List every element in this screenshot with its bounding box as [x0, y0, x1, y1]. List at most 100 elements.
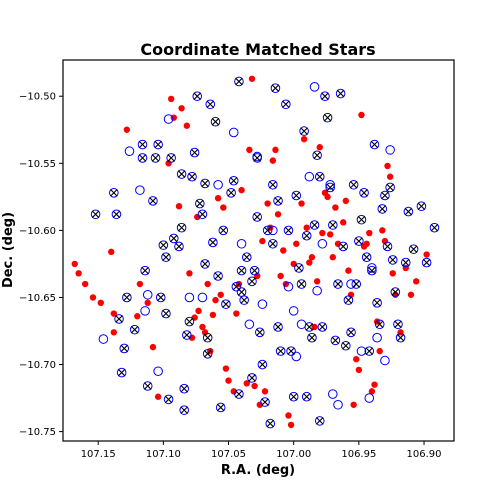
- red-star-point: [209, 311, 217, 319]
- matched-star-point: [273, 196, 283, 206]
- matched-star-point: [322, 112, 333, 123]
- x-axis-label: R.A. (deg): [221, 463, 295, 478]
- matched-star-point: [356, 214, 367, 225]
- red-star-point: [195, 307, 202, 315]
- matched-star-point: [119, 343, 130, 354]
- matched-star-point: [408, 244, 419, 254]
- blue-star-point: [228, 127, 239, 138]
- red-star-point: [269, 157, 277, 164]
- matched-star-point: [281, 99, 291, 110]
- matched-star-point: [270, 83, 281, 93]
- red-star-point: [251, 382, 258, 390]
- matched-star-point: [351, 279, 362, 289]
- red-star-point: [371, 381, 378, 388]
- matched-star-point: [390, 287, 401, 297]
- matched-star-point: [359, 188, 369, 198]
- matched-star-point: [385, 182, 395, 193]
- matched-star-point: [252, 212, 262, 222]
- y-tick-label: −10.60: [19, 226, 56, 237]
- red-star-point: [353, 355, 360, 363]
- x-tick-label: 107.05: [211, 449, 246, 460]
- blue-star-point: [385, 145, 395, 155]
- blue-star-point: [325, 179, 335, 190]
- blue-star-point: [364, 393, 375, 403]
- blue-star-point: [291, 351, 302, 362]
- red-star-point: [230, 388, 237, 395]
- matched-star-point: [205, 99, 216, 110]
- red-star-point: [81, 280, 89, 288]
- blue-star-point: [317, 238, 328, 249]
- red-star-point: [225, 377, 232, 384]
- matched-star-point: [192, 91, 203, 102]
- blue-star-point: [257, 299, 268, 309]
- red-star-point: [238, 186, 245, 194]
- matched-star-point: [377, 204, 388, 214]
- y-tick-label: −10.55: [19, 159, 56, 170]
- matched-star-point: [179, 383, 190, 394]
- blue-star-point: [268, 225, 278, 236]
- blue-star-point: [312, 285, 322, 296]
- matched-star-point: [234, 389, 244, 399]
- matched-star-point: [161, 252, 171, 263]
- red-star-point: [277, 272, 284, 280]
- red-star-point: [204, 280, 211, 288]
- matched-star-point: [122, 292, 132, 303]
- matched-star-point: [380, 190, 390, 201]
- red-star-point: [217, 291, 224, 298]
- red-star-point: [355, 366, 363, 374]
- matched-star-point: [255, 327, 265, 338]
- matched-star-point: [307, 332, 317, 343]
- y-tick-label: −10.70: [19, 360, 56, 371]
- matched-star-point: [142, 381, 153, 391]
- blue-star-point: [372, 332, 382, 343]
- red-star-point: [384, 162, 391, 170]
- red-star-point: [108, 248, 115, 256]
- blue-star-point: [197, 292, 208, 303]
- matched-star-point: [403, 206, 414, 217]
- matched-star-point: [361, 252, 372, 263]
- red-star-point: [175, 203, 183, 210]
- matched-star-point: [210, 116, 221, 127]
- matched-star-point: [155, 292, 166, 303]
- matched-star-point: [234, 76, 244, 87]
- matched-star-point: [111, 209, 122, 220]
- matched-star-point: [294, 263, 304, 273]
- matched-star-point: [364, 346, 375, 356]
- red-star-point: [300, 135, 308, 143]
- x-tick-label: 106.95: [341, 449, 376, 460]
- matched-star-point: [158, 240, 169, 250]
- matched-star-point: [176, 222, 187, 233]
- blue-star-point: [296, 319, 307, 330]
- red-star-point: [282, 280, 290, 288]
- red-star-point: [366, 229, 373, 237]
- y-tick-label: −10.65: [19, 293, 56, 304]
- red-star-point: [220, 204, 227, 211]
- x-tick-label: 107.00: [276, 449, 311, 460]
- matched-star-point: [429, 222, 440, 233]
- red-star-point: [350, 401, 357, 408]
- red-star-point: [326, 231, 334, 238]
- matched-star-point: [208, 237, 218, 248]
- y-axis: −10.50 −10.55 −10.60 −10.65 −10.70 −10.75: [19, 92, 63, 438]
- matched-star-point: [197, 209, 208, 220]
- matched-star-point: [109, 188, 119, 198]
- red-star-point: [256, 401, 264, 408]
- matched-star-point: [291, 190, 302, 201]
- red-star-point: [423, 251, 430, 258]
- red-star-point: [89, 294, 97, 301]
- matched-star-point: [367, 265, 377, 276]
- matched-star-point: [166, 153, 176, 163]
- red-star-point: [259, 237, 266, 245]
- red-star-point: [75, 270, 82, 277]
- matched-star-point: [288, 391, 299, 402]
- blue-star-point: [98, 334, 109, 344]
- x-tick-label: 106.90: [407, 449, 442, 460]
- red-star-point: [167, 95, 175, 103]
- matched-star-point: [304, 322, 315, 332]
- blue-star-point: [333, 399, 343, 410]
- red-star-point: [264, 200, 271, 207]
- red-star-point: [97, 299, 104, 307]
- matched-star-point: [228, 175, 239, 186]
- red-star-point: [191, 314, 198, 321]
- red-star-point: [413, 278, 420, 285]
